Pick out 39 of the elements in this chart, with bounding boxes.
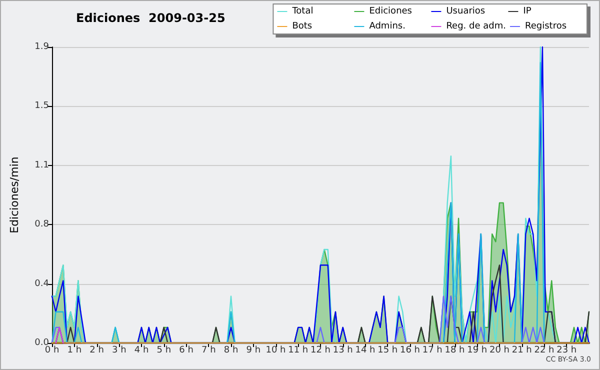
- x-tick-label: 3 h: [112, 346, 126, 356]
- x-tick-label: 17 h: [422, 346, 442, 356]
- x-tick-label: 11 h: [288, 346, 308, 356]
- legend-label: Ediciones: [369, 6, 412, 16]
- x-tick-label: 12 h: [310, 346, 331, 356]
- x-tick-label: 14 h: [355, 346, 376, 356]
- x-tick-label: 6 h: [179, 346, 194, 356]
- x-tick-label: 5 h: [156, 346, 172, 356]
- y-tick-label: 0.4: [34, 278, 50, 289]
- y-tick-label: 1.9: [34, 42, 50, 52]
- x-tick-label: 8 h: [224, 346, 238, 356]
- x-tick-label: 21 h: [512, 346, 532, 356]
- x-tick-label: 18 h: [444, 346, 465, 356]
- x-tick-label: 16 h: [400, 346, 420, 356]
- x-tick-label: 2 h: [90, 346, 104, 356]
- chart-title: Ediciones 2009-03-25: [76, 11, 226, 25]
- x-tick-label: 15 h: [378, 346, 398, 356]
- x-tick-label: 7 h: [201, 346, 216, 356]
- x-tick-label: 20 h: [489, 346, 510, 356]
- x-tick-label: 1 h: [67, 346, 82, 356]
- x-tick-label: 23 h: [556, 346, 577, 356]
- legend-label: Admins.: [369, 22, 406, 32]
- y-axis-title: Ediciones/min: [8, 156, 21, 234]
- y-tick-label: 0.8: [34, 220, 50, 230]
- y-tick-label: 1.5: [34, 101, 49, 112]
- legend-label: Bots: [292, 22, 312, 32]
- legend-label: Reg. de adm.: [446, 22, 506, 32]
- legend-label: Total: [291, 6, 314, 16]
- x-tick-label: 4 h: [134, 346, 149, 356]
- legend-label: Registros: [525, 22, 567, 32]
- x-tick-label: 9 h: [246, 346, 261, 356]
- x-tick-label: 22 h: [534, 346, 554, 356]
- x-tick-label: 0 h: [44, 346, 60, 356]
- x-tick-label: 19 h: [467, 346, 488, 356]
- y-tick-label: 1.1: [34, 160, 49, 170]
- x-tick-label: 10 h: [266, 346, 286, 356]
- legend-label: IP: [523, 6, 532, 16]
- x-tick-label: 13 h: [332, 346, 353, 356]
- legend-label: Usuarios: [446, 6, 486, 16]
